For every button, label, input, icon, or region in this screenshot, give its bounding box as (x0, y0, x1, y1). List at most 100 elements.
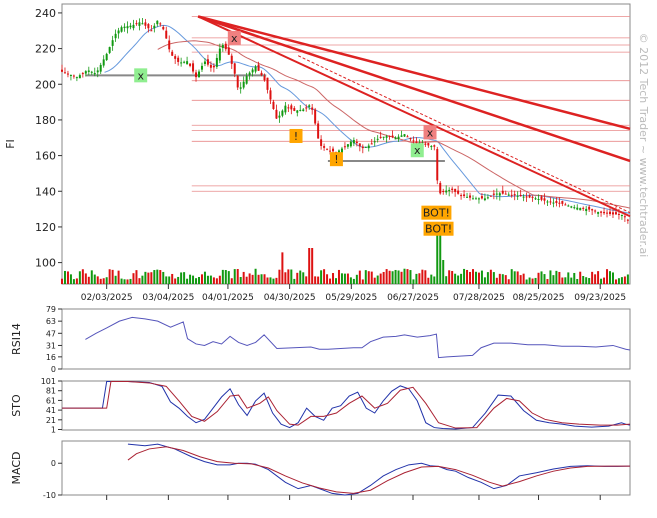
candle-body (519, 194, 522, 197)
candle-body (284, 105, 287, 113)
volume-bar (430, 274, 433, 284)
volume-bar (519, 275, 522, 284)
volume-bar (332, 273, 335, 284)
candle-body (248, 72, 251, 76)
candle-body (570, 206, 573, 208)
sto-tick-label: 41 (46, 406, 56, 415)
volume-bar (412, 279, 415, 284)
candle-body (528, 195, 531, 198)
volume-bar (132, 273, 135, 284)
candle-body (206, 59, 209, 65)
volume-bar (99, 278, 102, 284)
volume-bar (483, 277, 486, 284)
volume-bar (388, 270, 391, 284)
candle-body (388, 135, 391, 137)
volume-bar (522, 273, 525, 284)
volume-bar (427, 277, 430, 284)
candle-body (275, 109, 278, 119)
volume-bar (495, 277, 498, 284)
candle-body (364, 146, 367, 148)
volume-bar (358, 270, 361, 284)
candle-body (626, 219, 629, 221)
candle-body (600, 211, 603, 213)
price-tick-label: 140 (35, 185, 56, 198)
volume-bar (174, 278, 177, 284)
volume-bar (299, 270, 302, 284)
volume-bar (400, 271, 403, 284)
candle-body (379, 136, 382, 138)
volume-bar (579, 271, 582, 284)
volume-bar (212, 277, 215, 284)
candle-body (457, 190, 460, 194)
candle-body (489, 195, 492, 197)
candle-body (87, 70, 90, 72)
candle-body (343, 146, 346, 148)
volume-bar (346, 273, 349, 284)
volume-bar (448, 270, 451, 284)
volume-bar (311, 248, 314, 284)
volume-bar (352, 278, 355, 284)
annotation-marker: ! (289, 128, 303, 143)
rsi-tick-label: 16 (46, 353, 56, 362)
candle-body (597, 212, 600, 214)
volume-bar (138, 278, 141, 284)
volume-bar (576, 278, 579, 284)
candle-body (305, 107, 308, 109)
volume-bar (442, 260, 445, 284)
volume-bar (439, 228, 442, 284)
volume-bar (582, 275, 585, 284)
price-tick-label: 160 (35, 150, 56, 163)
candle-body (415, 141, 418, 143)
volume-bar (614, 279, 617, 284)
date-label: 08/25/2025 (513, 293, 565, 303)
volume-bar (355, 274, 358, 284)
candle-body (209, 64, 212, 68)
sto-tick-label: 101 (41, 377, 56, 386)
candle-body (326, 148, 329, 150)
candle-body (218, 48, 221, 61)
volume-bar (284, 272, 287, 284)
candle-body (233, 63, 236, 74)
candle-body (448, 189, 451, 192)
volume-bar (236, 269, 239, 284)
volume-bar (534, 277, 537, 284)
candle-body (522, 196, 525, 198)
candle-body (221, 45, 224, 49)
volume-bar (385, 269, 388, 284)
annotation-label: x (427, 126, 434, 139)
volume-bar (418, 273, 421, 284)
candle-body (192, 63, 195, 72)
candle-body (611, 212, 614, 215)
volume-bar (189, 274, 192, 284)
volume-bar (96, 276, 99, 284)
candle-body (424, 143, 427, 145)
candle-body (251, 69, 254, 73)
annotation-marker: BOT! (423, 221, 454, 236)
volume-bar (626, 274, 629, 284)
volume-bar (254, 268, 257, 284)
volume-bar (248, 273, 251, 284)
volume-bar (597, 271, 600, 284)
date-label: 04/30/2025 (264, 293, 316, 303)
volume-bar (242, 271, 245, 284)
candle-body (200, 65, 203, 70)
volume-bar (409, 270, 412, 284)
candle-body (69, 74, 72, 76)
macd-line (127, 443, 631, 496)
volume-bar (451, 270, 454, 284)
sto-tick-label: 81 (46, 387, 56, 396)
volume-bar (498, 273, 501, 284)
volume-bar (320, 270, 323, 284)
candle-body (412, 140, 415, 142)
volume-bar (588, 278, 591, 284)
price-panel-frame (61, 3, 631, 285)
volume-bar (227, 271, 230, 284)
volume-bar (492, 272, 495, 284)
volume-bar (114, 275, 117, 284)
trendline (197, 15, 631, 131)
volume-bar (609, 271, 612, 284)
volume-bar (510, 269, 513, 284)
rsi-tick-label: 79 (46, 305, 56, 314)
volume-bar (570, 277, 573, 284)
volume-bar (159, 270, 162, 284)
